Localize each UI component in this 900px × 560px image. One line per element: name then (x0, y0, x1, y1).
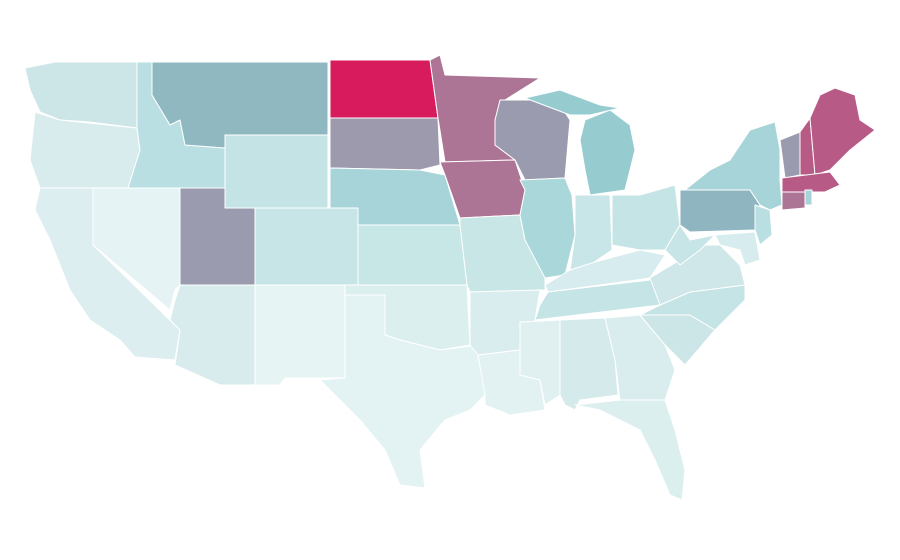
region (579, 109, 636, 196)
region (254, 284, 346, 386)
region (714, 231, 761, 266)
region (611, 184, 681, 251)
region (224, 134, 329, 209)
region (679, 189, 761, 233)
region (24, 61, 138, 129)
region (804, 189, 813, 206)
region (524, 89, 621, 116)
regions (24, 54, 876, 501)
region (329, 117, 441, 171)
region (151, 61, 329, 149)
region (254, 207, 359, 286)
region (319, 294, 486, 489)
region (684, 121, 783, 211)
region (779, 131, 801, 179)
region (357, 224, 468, 286)
region (781, 171, 841, 193)
region (519, 177, 576, 279)
region (329, 59, 439, 119)
region (574, 399, 686, 501)
region (169, 284, 256, 386)
region (809, 87, 876, 176)
region (754, 204, 773, 246)
region (781, 191, 806, 211)
